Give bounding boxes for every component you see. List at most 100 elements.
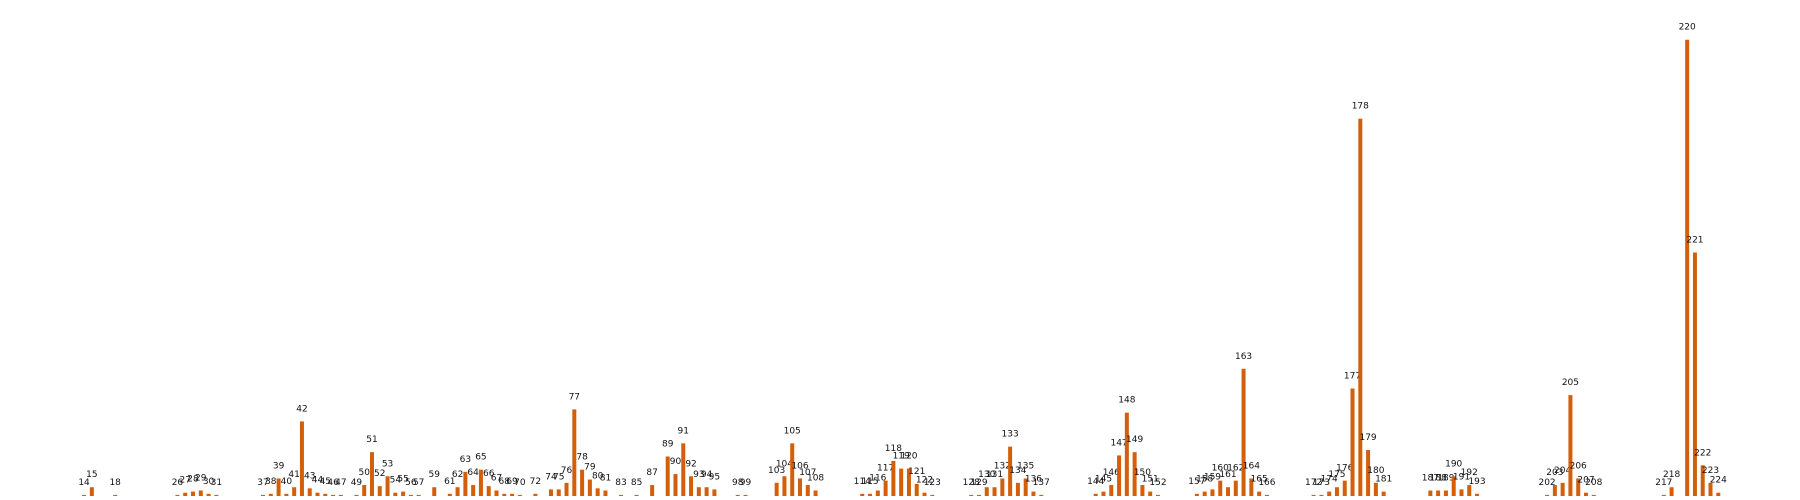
bar-label: 119 bbox=[893, 452, 910, 462]
bar bbox=[307, 488, 312, 496]
bar bbox=[634, 494, 639, 496]
bar bbox=[183, 492, 188, 496]
bar-label: 178 bbox=[1352, 102, 1369, 112]
bar bbox=[1692, 252, 1697, 496]
bar-label: 136 bbox=[1025, 475, 1042, 485]
bar-label: 208 bbox=[1585, 478, 1602, 488]
bar-label: 129 bbox=[970, 478, 987, 488]
bar bbox=[650, 485, 655, 496]
bar-label: 157 bbox=[1188, 477, 1205, 487]
bar bbox=[1350, 388, 1355, 496]
bar bbox=[681, 443, 686, 496]
bar bbox=[735, 494, 740, 496]
bar-label: 70 bbox=[514, 478, 526, 488]
bar-label: 180 bbox=[1367, 466, 1384, 476]
bar-label: 72 bbox=[530, 477, 541, 487]
bar bbox=[393, 492, 398, 496]
bar-label: 202 bbox=[1538, 478, 1555, 488]
bar bbox=[362, 485, 367, 496]
bar-label: 205 bbox=[1562, 378, 1579, 388]
bar-label: 206 bbox=[1570, 461, 1587, 471]
bar bbox=[89, 487, 94, 496]
bar bbox=[556, 489, 561, 496]
bar bbox=[1140, 485, 1145, 496]
bar bbox=[510, 493, 515, 496]
bar bbox=[1685, 39, 1690, 496]
bar-label: 99 bbox=[740, 478, 752, 488]
bar-label: 148 bbox=[1118, 396, 1135, 406]
bar bbox=[1101, 491, 1106, 496]
bar bbox=[1443, 490, 1448, 496]
bar bbox=[665, 456, 670, 496]
bar-label: 122 bbox=[916, 476, 933, 486]
bar-label: 218 bbox=[1663, 470, 1680, 480]
bar bbox=[603, 490, 608, 496]
bar-label: 26 bbox=[172, 478, 184, 488]
bar-label: 105 bbox=[784, 426, 801, 436]
bar-label: 93 bbox=[693, 470, 704, 480]
bar bbox=[1552, 485, 1557, 496]
bar-label: 18 bbox=[109, 478, 121, 488]
bar bbox=[969, 494, 974, 496]
bar bbox=[712, 489, 717, 496]
bar bbox=[1202, 491, 1207, 496]
bar-label: 83 bbox=[615, 478, 626, 488]
bar-label: 150 bbox=[1134, 468, 1151, 478]
bar-label: 85 bbox=[631, 478, 642, 488]
bar bbox=[401, 491, 406, 496]
bar bbox=[587, 479, 592, 496]
bar-label: 220 bbox=[1679, 23, 1696, 33]
bar bbox=[276, 478, 281, 496]
bar bbox=[1241, 368, 1246, 496]
bar bbox=[595, 488, 600, 496]
bar bbox=[1576, 478, 1581, 496]
bar bbox=[1031, 491, 1036, 496]
bar bbox=[1700, 465, 1705, 496]
bar-label: 53 bbox=[382, 459, 393, 469]
bar-label: 94 bbox=[701, 470, 713, 480]
bar-label: 98 bbox=[732, 478, 744, 488]
bar bbox=[930, 494, 935, 496]
bar bbox=[354, 494, 359, 496]
bar bbox=[1117, 455, 1122, 496]
bar bbox=[1708, 482, 1713, 496]
bar bbox=[1342, 480, 1347, 496]
bar bbox=[696, 487, 701, 496]
bar bbox=[1257, 491, 1262, 496]
bar bbox=[377, 486, 382, 496]
bar bbox=[1155, 494, 1160, 496]
bar bbox=[432, 487, 437, 496]
bar bbox=[1428, 490, 1433, 496]
bar bbox=[1000, 478, 1005, 496]
bar-label: 92 bbox=[685, 459, 696, 469]
bar bbox=[798, 478, 802, 496]
bar-label: 78 bbox=[576, 453, 588, 463]
bar bbox=[1451, 476, 1456, 496]
bar bbox=[331, 494, 336, 496]
bar-label: 165 bbox=[1251, 475, 1268, 485]
bar bbox=[1132, 452, 1137, 496]
bar-label: 46 bbox=[327, 478, 339, 488]
bar-label: 133 bbox=[1002, 430, 1019, 440]
bar-label: 107 bbox=[799, 468, 816, 478]
bar bbox=[1311, 494, 1316, 496]
bar-label: 123 bbox=[924, 478, 941, 488]
bar-label: 117 bbox=[877, 464, 894, 474]
bar-label: 114 bbox=[854, 477, 871, 487]
bar-label: 118 bbox=[885, 444, 902, 454]
bar-label: 65 bbox=[475, 453, 486, 463]
bar bbox=[976, 494, 981, 496]
bar-label: 191 bbox=[1453, 472, 1470, 482]
bar-label: 146 bbox=[1103, 468, 1120, 478]
bar bbox=[1459, 489, 1464, 496]
bar bbox=[805, 485, 810, 496]
bar-label: 158 bbox=[1196, 475, 1213, 485]
bar-label: 45 bbox=[320, 477, 331, 487]
bar bbox=[580, 469, 585, 496]
bar bbox=[198, 490, 203, 496]
bar-label: 55 bbox=[397, 475, 408, 485]
bar-label: 29 bbox=[195, 474, 207, 484]
bar bbox=[1210, 489, 1215, 496]
bar-label: 14 bbox=[78, 478, 90, 488]
bar bbox=[883, 480, 888, 496]
